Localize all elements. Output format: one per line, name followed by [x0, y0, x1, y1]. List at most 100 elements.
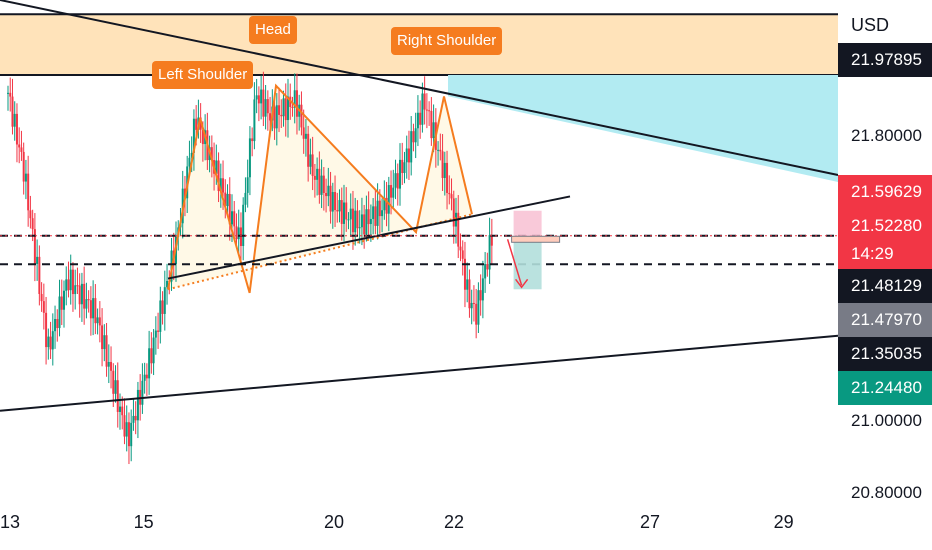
candle-body [414, 128, 417, 143]
candle-body [47, 336, 50, 348]
candle-body [85, 299, 88, 309]
candle-body [58, 296, 61, 329]
candle-body [132, 415, 135, 423]
candle-body [134, 415, 137, 421]
candle-body [38, 256, 41, 294]
candle-body [244, 192, 247, 205]
candle-body [486, 264, 489, 270]
candle-body [143, 374, 146, 381]
price-axis-label: 21.80000 [851, 125, 922, 145]
candle-body [479, 290, 482, 301]
candle-body [51, 331, 54, 350]
candle-body [60, 296, 63, 310]
candle-body [463, 258, 466, 290]
candle-body [293, 90, 296, 108]
candle-body [358, 227, 361, 229]
candle-body [311, 154, 314, 176]
candle-body [119, 406, 121, 412]
candle-body [7, 92, 9, 94]
candle-body [63, 290, 65, 310]
candle-body [318, 168, 321, 195]
candle-body [121, 406, 124, 416]
candle-body [304, 133, 307, 139]
candle-body [425, 109, 428, 111]
candle-body [264, 99, 267, 117]
candle-body [255, 95, 258, 100]
candle-body [228, 193, 231, 225]
candle-body [242, 204, 245, 246]
candle-body [383, 197, 386, 211]
candle-body [490, 235, 493, 246]
candle-body [477, 290, 480, 325]
candle-body [461, 250, 464, 259]
callout-right-shoulder: Right Shoulder [391, 27, 503, 55]
candle-body [325, 192, 328, 197]
candle-body [349, 208, 352, 220]
position-stop-zone [513, 210, 542, 240]
candle-body [365, 209, 368, 235]
price-tag-support-trend: 21.35035 [838, 337, 932, 371]
candle-body [248, 138, 251, 178]
candle-body [246, 177, 249, 193]
candle-body [159, 300, 162, 332]
candle-body [280, 114, 283, 117]
date-axis-label: 20 [324, 512, 345, 532]
candle-body [105, 335, 108, 367]
candle-body [374, 206, 377, 226]
projection-arrow [506, 239, 523, 286]
date-axis-label: 27 [640, 512, 661, 532]
candle-body [484, 264, 487, 279]
candle-body [15, 113, 18, 145]
candle-body [67, 279, 70, 291]
candle-body [441, 151, 444, 178]
candle-body [446, 162, 449, 193]
price-tag-zone-top: 21.97895 [838, 43, 932, 77]
candle-body [87, 299, 90, 301]
pattern-outline [167, 83, 473, 294]
candle-body [396, 173, 399, 189]
candle-body [338, 200, 341, 212]
candle-body [42, 301, 45, 313]
candle-body [136, 389, 139, 421]
support-trend-line [0, 334, 839, 412]
candle-body [110, 361, 113, 371]
callout-head: Head [249, 16, 297, 44]
candle-body [36, 256, 39, 264]
candle-body [65, 279, 68, 291]
candle-body [302, 127, 305, 139]
candle-body [217, 160, 220, 191]
candle-body [266, 99, 269, 114]
candle-body [475, 303, 478, 325]
candle-body [367, 209, 370, 225]
candle-body [356, 210, 359, 229]
candle-body [399, 159, 401, 189]
projection-arrowhead [514, 278, 529, 289]
candle-body [190, 152, 193, 158]
candle-body [403, 162, 406, 174]
candle-body [233, 211, 236, 227]
candle-body [363, 214, 366, 235]
candle-body [470, 302, 473, 309]
candle-body [161, 300, 164, 314]
candle-body [237, 227, 240, 240]
candle-body [345, 202, 348, 220]
candle-body [69, 269, 72, 291]
candle-body [360, 214, 363, 228]
candle-body [416, 112, 419, 129]
candle-body [334, 192, 337, 211]
candle-body [378, 200, 381, 217]
candle-body [410, 131, 413, 163]
candle-body [141, 380, 144, 405]
candle-body [372, 206, 375, 219]
candle-body [114, 380, 117, 394]
candle-body [253, 99, 256, 142]
candle-body [260, 89, 263, 104]
candle-body [92, 298, 95, 319]
candle-body [472, 302, 475, 304]
candle-body [130, 422, 133, 447]
candle-body [18, 144, 21, 148]
candle-body [466, 279, 469, 290]
candle-body [322, 175, 325, 193]
candle-body [222, 178, 225, 193]
